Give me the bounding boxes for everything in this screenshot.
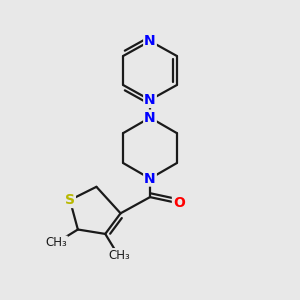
Text: CH₃: CH₃ (46, 236, 67, 249)
Text: N: N (144, 172, 156, 186)
Text: CH₃: CH₃ (108, 249, 130, 262)
Text: N: N (144, 93, 156, 107)
Text: N: N (144, 34, 156, 48)
Text: S: S (65, 193, 75, 207)
Text: N: N (144, 111, 156, 124)
Text: O: O (173, 196, 185, 210)
